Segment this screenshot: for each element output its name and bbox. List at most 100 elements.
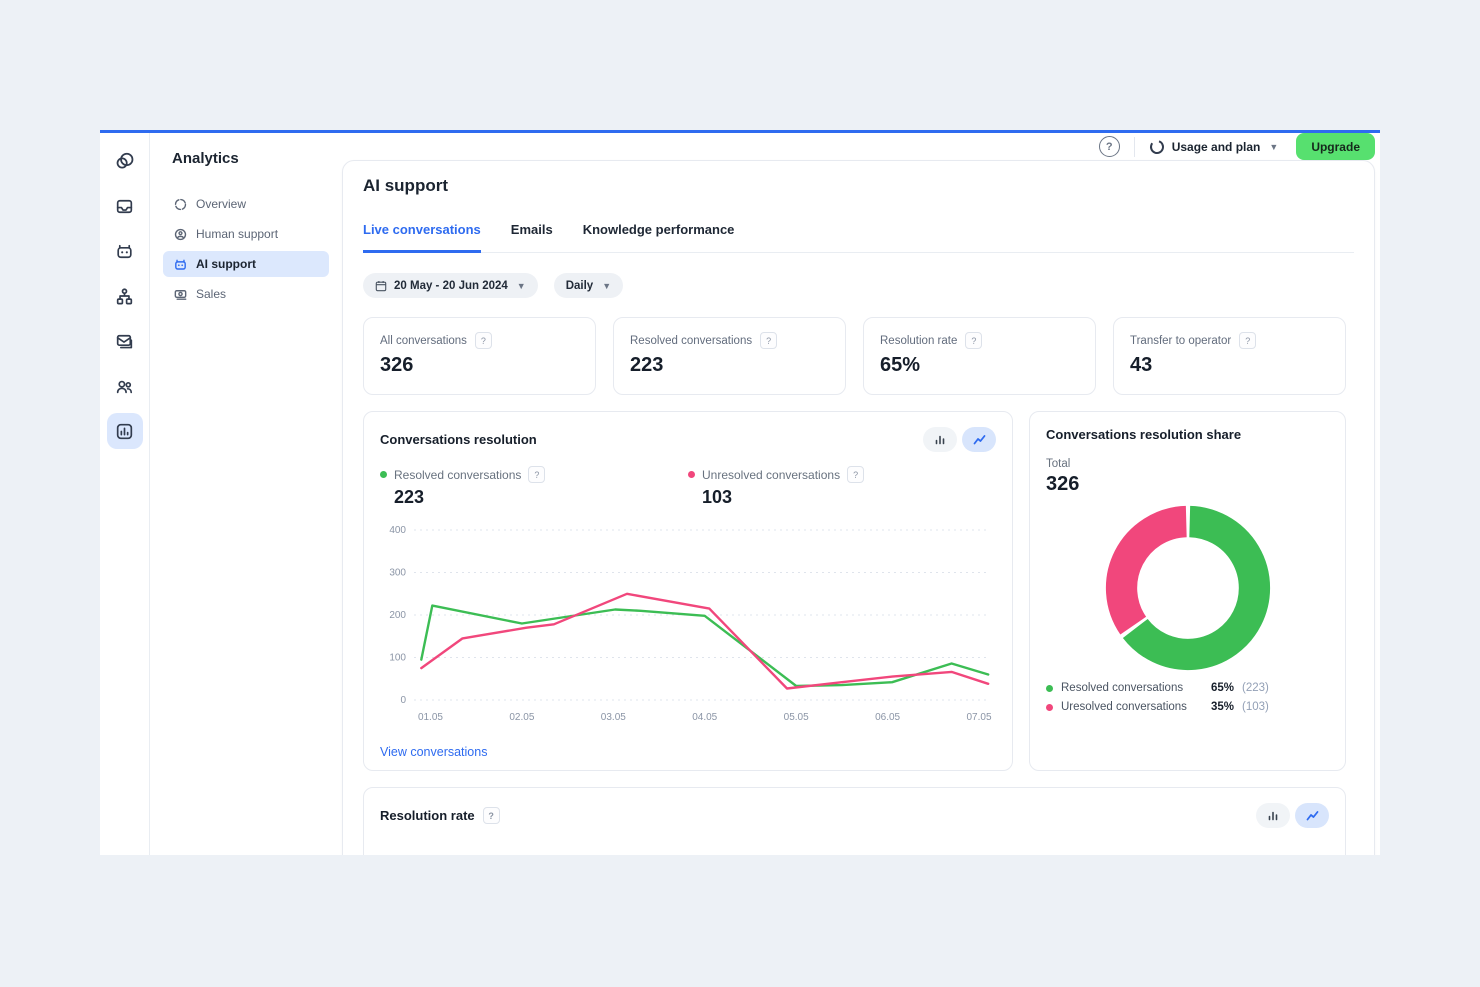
contacts-icon[interactable] bbox=[107, 368, 143, 404]
top-bar: ? Usage and plan ▼ Upgrade bbox=[342, 133, 1380, 160]
nav-item-human-support[interactable]: Human support bbox=[163, 221, 329, 247]
top-accent-bar bbox=[100, 130, 1380, 133]
svg-text:02.05: 02.05 bbox=[509, 712, 534, 723]
mail-icon[interactable] bbox=[107, 323, 143, 359]
svg-text:200: 200 bbox=[389, 610, 406, 621]
panel-title: AI support bbox=[363, 176, 448, 195]
page-title: Analytics bbox=[172, 150, 239, 167]
period-select[interactable]: Daily ▼ bbox=[553, 273, 624, 298]
banknote-icon bbox=[174, 289, 187, 300]
view-conversations-link[interactable]: View conversations bbox=[380, 745, 488, 759]
share-donut-chart bbox=[1105, 505, 1270, 671]
nav-item-label: Overview bbox=[196, 197, 247, 211]
help-badge-icon[interactable]: ? bbox=[847, 466, 865, 483]
inbox-icon[interactable] bbox=[107, 188, 143, 224]
usage-ring-icon bbox=[1149, 139, 1164, 154]
chevron-down-icon: ▼ bbox=[1269, 141, 1279, 152]
total-label: Total bbox=[1046, 458, 1071, 470]
nav-item-label: Human support bbox=[196, 227, 279, 241]
ai-support-panel: AI support Live conversations Emails Kno… bbox=[342, 160, 1375, 855]
svg-text:300: 300 bbox=[389, 568, 406, 579]
help-badge-icon[interactable]: ? bbox=[760, 332, 778, 349]
legend-value: 223 bbox=[394, 487, 425, 507]
upgrade-button[interactable]: Upgrade bbox=[1296, 133, 1375, 160]
chart-legend: Resolved conversations ? 223 Unresolved … bbox=[380, 466, 996, 508]
logo-icon[interactable] bbox=[107, 143, 143, 179]
line-chart-icon bbox=[973, 434, 985, 444]
chatbot-icon[interactable] bbox=[107, 233, 143, 269]
stat-cards-row: All conversations ? 326 Resolved convers… bbox=[363, 317, 1354, 395]
stat-value: 223 bbox=[630, 354, 664, 376]
bar-chart-toggle[interactable] bbox=[923, 427, 957, 452]
usage-label: Usage and plan bbox=[1171, 139, 1261, 154]
filter-row: 20 May - 20 Jun 2024 ▼ Daily ▼ bbox=[363, 273, 1354, 298]
stat-card-resolution-rate: Resolution rate ? 65% bbox=[863, 317, 1096, 395]
resolution-share-card: Conversations resolution share Total 326… bbox=[1029, 411, 1346, 771]
legend-value: 103 bbox=[702, 487, 733, 507]
tab-live-conversations[interactable]: Live conversations bbox=[363, 222, 481, 253]
help-badge-icon[interactable]: ? bbox=[1239, 332, 1257, 349]
tab-bar: Live conversations Emails Knowledge perf… bbox=[363, 222, 1354, 253]
unresolved-legend-dot bbox=[688, 471, 695, 478]
help-badge-icon[interactable]: ? bbox=[528, 466, 546, 483]
card-title: Conversations resolution bbox=[380, 432, 537, 447]
bar-chart-icon bbox=[1268, 811, 1278, 820]
resolved-legend-dot bbox=[1046, 684, 1053, 692]
nav-item-sales[interactable]: Sales bbox=[163, 281, 329, 307]
legend-count: (103) bbox=[1242, 701, 1269, 713]
tab-emails[interactable]: Emails bbox=[510, 222, 553, 237]
svg-text:03.05: 03.05 bbox=[601, 712, 626, 723]
analytics-icon[interactable] bbox=[106, 413, 143, 449]
share-legend-row: Uresolved conversations 35% (103) bbox=[1046, 701, 1329, 713]
card-title: Resolution rate bbox=[380, 808, 475, 823]
robot-icon bbox=[175, 259, 186, 270]
svg-text:06.05: 06.05 bbox=[875, 712, 900, 723]
legend-pct: 35% bbox=[1211, 701, 1235, 713]
stat-label: Resolution rate bbox=[880, 334, 958, 347]
conversations-resolution-card: Conversations resolution bbox=[363, 411, 1013, 771]
legend-pct: 65% bbox=[1211, 682, 1235, 694]
bar-chart-toggle[interactable] bbox=[1256, 803, 1290, 828]
nav-item-label: AI support bbox=[196, 257, 256, 271]
nav-item-ai-support[interactable]: AI support bbox=[163, 251, 329, 277]
svg-text:400: 400 bbox=[389, 525, 406, 536]
calendar-icon bbox=[375, 280, 387, 291]
line-chart-toggle[interactable] bbox=[962, 427, 996, 452]
icon-rail bbox=[100, 133, 150, 855]
legend-label: Uresolved conversations bbox=[1061, 701, 1187, 713]
stat-card-all-conversations: All conversations ? 326 bbox=[363, 317, 596, 395]
help-badge-icon[interactable]: ? bbox=[482, 807, 500, 824]
share-legend: Resolved conversations 65% (223) Uresolv… bbox=[1046, 682, 1329, 713]
stat-card-resolved-conversations: Resolved conversations ? 223 bbox=[613, 317, 846, 395]
tab-knowledge-performance[interactable]: Knowledge performance bbox=[582, 222, 735, 237]
stat-card-transfer-to-operator: Transfer to operator ? 43 bbox=[1113, 317, 1346, 395]
svg-text:100: 100 bbox=[389, 653, 406, 664]
stat-label: Transfer to operator bbox=[1130, 334, 1232, 347]
nav-item-label: Sales bbox=[196, 287, 227, 301]
help-badge-icon[interactable]: ? bbox=[965, 332, 983, 349]
svg-text:01.05: 01.05 bbox=[418, 712, 443, 723]
legend-label: Resolved conversations bbox=[394, 467, 522, 482]
resolution-line-chart: 0 100 200 300 400 01.05 02.05 03.05 04.05 05.05 06… bbox=[389, 525, 992, 723]
divider bbox=[1133, 136, 1135, 157]
period-value: Daily bbox=[565, 279, 594, 292]
date-range-picker[interactable]: 20 May - 20 Jun 2024 ▼ bbox=[363, 273, 538, 298]
flows-icon[interactable] bbox=[107, 278, 143, 314]
stat-value: 43 bbox=[1130, 354, 1153, 376]
svg-text:07.05: 07.05 bbox=[967, 712, 992, 723]
unresolved-legend-dot bbox=[1046, 703, 1053, 711]
stat-label: Resolved conversations bbox=[630, 334, 753, 347]
total-value: 326 bbox=[1046, 473, 1080, 495]
human-support-icon bbox=[174, 228, 187, 240]
help-icon[interactable]: ? bbox=[1098, 136, 1120, 157]
legend-count: (223) bbox=[1242, 682, 1269, 694]
nav-item-overview[interactable]: Overview bbox=[163, 191, 329, 217]
legend-label: Unresolved conversations bbox=[702, 467, 841, 482]
date-range-value: 20 May - 20 Jun 2024 bbox=[394, 279, 508, 292]
usage-and-plan-menu[interactable]: Usage and plan ▼ bbox=[1149, 139, 1279, 155]
card-title: Conversations resolution share bbox=[1046, 427, 1242, 442]
overview-circle-icon bbox=[174, 198, 187, 210]
share-legend-row: Resolved conversations 65% (223) bbox=[1046, 682, 1329, 694]
line-chart-toggle[interactable] bbox=[1295, 803, 1329, 828]
help-badge-icon[interactable]: ? bbox=[474, 332, 492, 349]
